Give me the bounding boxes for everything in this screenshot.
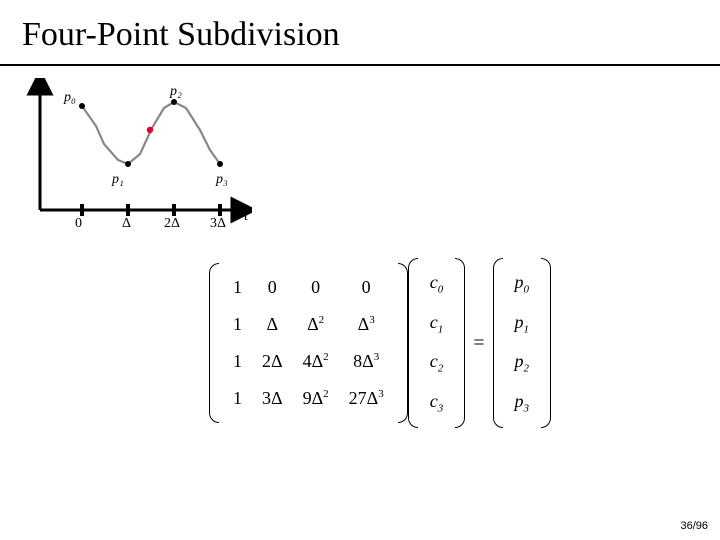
vector-c: c0c1c2c3 xyxy=(408,258,466,428)
matrix-cell: 0 xyxy=(339,269,394,306)
vector-cell: p1 xyxy=(507,304,538,344)
label-p1: p₁ xyxy=(112,172,124,188)
matrix-cell: 8Δ3 xyxy=(339,343,394,380)
matrix-cell: 4Δ2 xyxy=(293,343,339,380)
matrix-cell: 0 xyxy=(252,269,293,306)
matrix-cell: Δ3 xyxy=(339,306,394,343)
matrix-cell: Δ xyxy=(252,306,293,343)
matrix-cell: 2Δ xyxy=(252,343,293,380)
equals-sign: = xyxy=(465,332,492,355)
page-number: 36/96 xyxy=(680,520,708,532)
label-p3: p₃ xyxy=(216,172,228,188)
vector-cell: c3 xyxy=(422,383,452,423)
tick-label-3: 3Δ xyxy=(210,216,226,232)
matrix-cell: 1 xyxy=(223,343,252,380)
title-underline xyxy=(0,64,720,66)
slide: Four-Point Subdivision 0 Δ 2Δ 3Δ t p₀ p₁… xyxy=(0,0,720,540)
matrix-cell: Δ2 xyxy=(293,306,339,343)
matrix-cell: 0 xyxy=(293,269,339,306)
graph-svg xyxy=(22,78,252,238)
matrix-cell: 9Δ2 xyxy=(293,380,339,417)
matrix-cell: 1 xyxy=(223,380,252,417)
vector-p: p0p1p2p3 xyxy=(493,258,552,428)
axis-label-t: t xyxy=(244,208,248,225)
tick-label-1: Δ xyxy=(122,216,131,232)
label-p2: p₂ xyxy=(170,84,182,100)
label-p0: p₀ xyxy=(64,90,76,106)
matrix-cell: 3Δ xyxy=(252,380,293,417)
tick-label-0: 0 xyxy=(75,216,82,232)
matrix-cell: 1 xyxy=(223,306,252,343)
vector-cell: p2 xyxy=(507,343,538,383)
matrix-equation: 10001ΔΔ2Δ312Δ4Δ28Δ313Δ9Δ227Δ3 c0c1c2c3 =… xyxy=(170,258,590,428)
matrix-cell: 27Δ3 xyxy=(339,380,394,417)
slide-title: Four-Point Subdivision xyxy=(22,16,340,54)
tick-label-2: 2Δ xyxy=(164,216,180,232)
vector-cell: c0 xyxy=(422,264,452,304)
vector-cell: c2 xyxy=(422,343,452,383)
curve-graph: 0 Δ 2Δ 3Δ t p₀ p₁ p₂ p₃ xyxy=(22,78,252,238)
vector-cell: p0 xyxy=(507,264,538,304)
vector-cell: p3 xyxy=(507,383,538,423)
matrix-cell: 1 xyxy=(223,269,252,306)
vector-cell: c1 xyxy=(422,304,452,344)
matrix-A: 10001ΔΔ2Δ312Δ4Δ28Δ313Δ9Δ227Δ3 xyxy=(209,263,408,423)
